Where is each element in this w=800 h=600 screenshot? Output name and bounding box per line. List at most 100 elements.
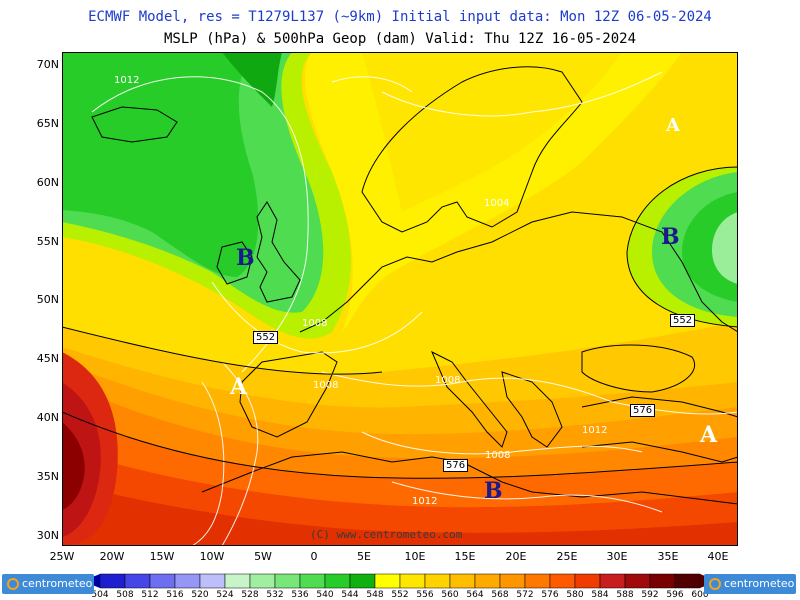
colorbar-cell <box>349 573 376 589</box>
logo-text: centrometeo <box>22 577 93 590</box>
colorbar-label: 524 <box>216 590 234 600</box>
isobar-label: 1004 <box>484 198 510 209</box>
colorbar-label: 540 <box>316 590 334 600</box>
lat-label-60n: 60N <box>36 176 59 189</box>
isobar-label: 1008 <box>435 375 461 386</box>
lat-label-30n: 30N <box>36 529 59 542</box>
title-line-1: ECMWF Model, res = T1279L137 (~9km) Init… <box>88 9 712 25</box>
colorbar-cell <box>324 573 351 589</box>
isobar-label: 1012 <box>412 496 438 507</box>
geopotential-label: 576 <box>630 404 656 417</box>
field-592 <box>62 422 85 510</box>
colorbar-cell <box>574 573 601 589</box>
colorbar-label: 560 <box>441 590 459 600</box>
colorbar-cell <box>249 573 276 589</box>
high-pressure-iberia: A <box>230 374 248 400</box>
colorbar-cell <box>599 573 626 589</box>
low-pressure-east: B <box>661 224 680 250</box>
colorbar-cell <box>124 573 151 589</box>
coastlines <box>91 66 738 505</box>
colorbar-cell <box>624 573 651 589</box>
lon-label-15e: 15E <box>454 550 476 563</box>
lat-label-55n: 55N <box>36 235 59 248</box>
colorbar-label: 564 <box>466 590 484 600</box>
lon-label-20e: 20E <box>505 550 527 563</box>
colorbar-label: 548 <box>366 590 384 600</box>
colorbar-cell <box>99 573 126 589</box>
title-line-2: MSLP (hPa) & 500hPa Geop (dam) Valid: Th… <box>163 31 636 47</box>
isobar-label: 1012 <box>582 425 608 436</box>
colorbar-label: 572 <box>516 590 534 600</box>
isobar-label: 1012 <box>114 75 140 86</box>
lon-label-10e: 10E <box>404 550 426 563</box>
colorbar-cell <box>549 573 576 589</box>
geopotential-label: 552 <box>670 314 696 327</box>
field-536-east <box>712 212 738 284</box>
lon-label-5w: 5W <box>254 550 272 563</box>
isobar-label: 1008 <box>302 318 328 329</box>
isobar-label: 1008 <box>485 450 511 461</box>
colorbar-cell <box>299 573 326 589</box>
colorbar-label: 596 <box>666 590 684 600</box>
field-540 <box>62 52 259 277</box>
lon-label-20w: 20W <box>99 550 125 563</box>
colorbar-label: 508 <box>116 590 134 600</box>
colorbar-cell <box>499 573 526 589</box>
colorbar-cell <box>274 573 301 589</box>
colorbar-label: 584 <box>591 590 609 600</box>
colorbar-cells <box>99 573 701 589</box>
colorbar-cell <box>149 573 176 589</box>
colorbar-cell <box>424 573 451 589</box>
copyright-text: (C) www.centrometeo.com <box>310 528 463 541</box>
low-pressure-uk: B <box>236 245 255 271</box>
colorbar-label: 504 <box>91 590 109 600</box>
logo-ring-icon <box>709 578 721 590</box>
lon-label-5e: 5E <box>357 550 371 563</box>
colorbar-label: 600 <box>691 590 709 600</box>
centrometeo-logo-right: centrometeo <box>704 574 796 594</box>
lon-label-35e: 35E <box>657 550 679 563</box>
isobars <box>91 71 738 546</box>
colorbar-label: 576 <box>541 590 559 600</box>
high-pressure-east: A <box>700 422 718 448</box>
colorbar-label: 580 <box>566 590 584 600</box>
lat-label-50n: 50N <box>36 293 59 306</box>
logo-ring-icon <box>7 578 19 590</box>
lon-label-0: 0 <box>310 550 318 563</box>
lon-label-25e: 25E <box>556 550 578 563</box>
lon-label-30e: 30E <box>606 550 628 563</box>
colorbar-cell <box>474 573 501 589</box>
lat-label-40n: 40N <box>36 411 59 424</box>
geopotential-label: 552 <box>253 331 279 344</box>
colorbar-cell <box>649 573 676 589</box>
lon-label-25w: 25W <box>49 550 75 563</box>
lon-label-10w: 10W <box>199 550 225 563</box>
colorbar-label: 520 <box>191 590 209 600</box>
lat-label-65n: 65N <box>36 117 59 130</box>
lat-label-35n: 35N <box>36 470 59 483</box>
colorbar-label: 532 <box>266 590 284 600</box>
colorbar-cell <box>399 573 426 589</box>
logo-text: centrometeo <box>724 577 795 590</box>
low-pressure-med: B <box>484 478 503 504</box>
colorbar-label: 588 <box>616 590 634 600</box>
colorbar-label: 528 <box>241 590 259 600</box>
geopotential-label: 576 <box>443 459 469 472</box>
weather-map-svg <box>62 52 738 546</box>
colorbar-cell <box>224 573 251 589</box>
centrometeo-logo-left: centrometeo <box>2 574 94 594</box>
colorbar-label: 536 <box>291 590 309 600</box>
weather-map <box>62 52 738 546</box>
colorbar-label: 544 <box>341 590 359 600</box>
colorbar-cell <box>449 573 476 589</box>
colorbar <box>82 573 718 589</box>
lon-label-40e: 40E <box>707 550 729 563</box>
colorbar-label: 552 <box>391 590 409 600</box>
colorbar-label: 556 <box>416 590 434 600</box>
lat-label-70n: 70N <box>36 58 59 71</box>
colorbar-cell <box>524 573 551 589</box>
colorbar-cell <box>374 573 401 589</box>
lon-label-15w: 15W <box>149 550 175 563</box>
colorbar-label: 592 <box>641 590 659 600</box>
colorbar-cell <box>199 573 226 589</box>
